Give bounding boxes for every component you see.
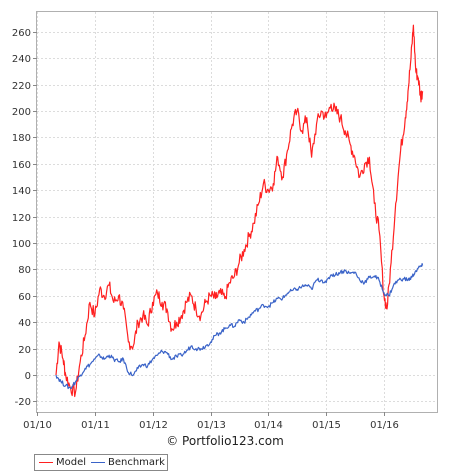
y-tick-label: 160 (12, 160, 31, 171)
plot-area-frame (36, 11, 438, 413)
y-tick-label: 80 (18, 265, 31, 276)
y-tick-label: 120 (12, 213, 31, 224)
y-tick-label: 220 (12, 81, 31, 92)
x-tick-label: 01/12 (139, 420, 168, 431)
legend-item-benchmark: Benchmark (91, 457, 165, 468)
y-tick-label: 40 (18, 318, 31, 329)
chart-grid (37, 12, 437, 412)
legend-swatch-model (39, 462, 53, 463)
legend-item-model: Model (39, 457, 86, 468)
x-tick-label: 01/11 (81, 420, 110, 431)
y-tick-label: 20 (18, 345, 31, 356)
x-tick-label: 01/10 (23, 420, 52, 431)
chart-legend: Model Benchmark (34, 454, 168, 471)
y-tick-label: 260 (12, 28, 31, 39)
legend-swatch-benchmark (91, 462, 105, 463)
x-tick-label: 01/14 (254, 420, 283, 431)
y-tick-label: 240 (12, 54, 31, 65)
y-tick-label: 200 (12, 107, 31, 118)
y-tick-label: 0 (25, 371, 31, 382)
y-axis: -20 0 20 40 60 80 100 120 140 160 180 200 220 240 260 (12, 28, 37, 408)
y-tick-label: -20 (15, 397, 31, 408)
series-line-model (55, 24, 424, 398)
y-tick-label: 180 (12, 133, 31, 144)
series-line-benchmark (55, 263, 424, 390)
x-axis: 01/10 01/11 01/12 01/13 01/14 01/15 01/16 (23, 412, 399, 431)
y-tick-label: 60 (18, 292, 31, 303)
legend-label-benchmark: Benchmark (108, 457, 165, 468)
y-tick-label: 140 (12, 186, 31, 197)
legend-label-model: Model (56, 457, 87, 468)
x-tick-label: 01/16 (370, 420, 399, 431)
y-tick-label: 100 (12, 239, 31, 250)
x-tick-label: 01/15 (312, 420, 341, 431)
series-lines (55, 24, 424, 398)
x-tick-label: 01/13 (197, 420, 226, 431)
watermark-text: © Portfolio123.com (166, 434, 284, 448)
